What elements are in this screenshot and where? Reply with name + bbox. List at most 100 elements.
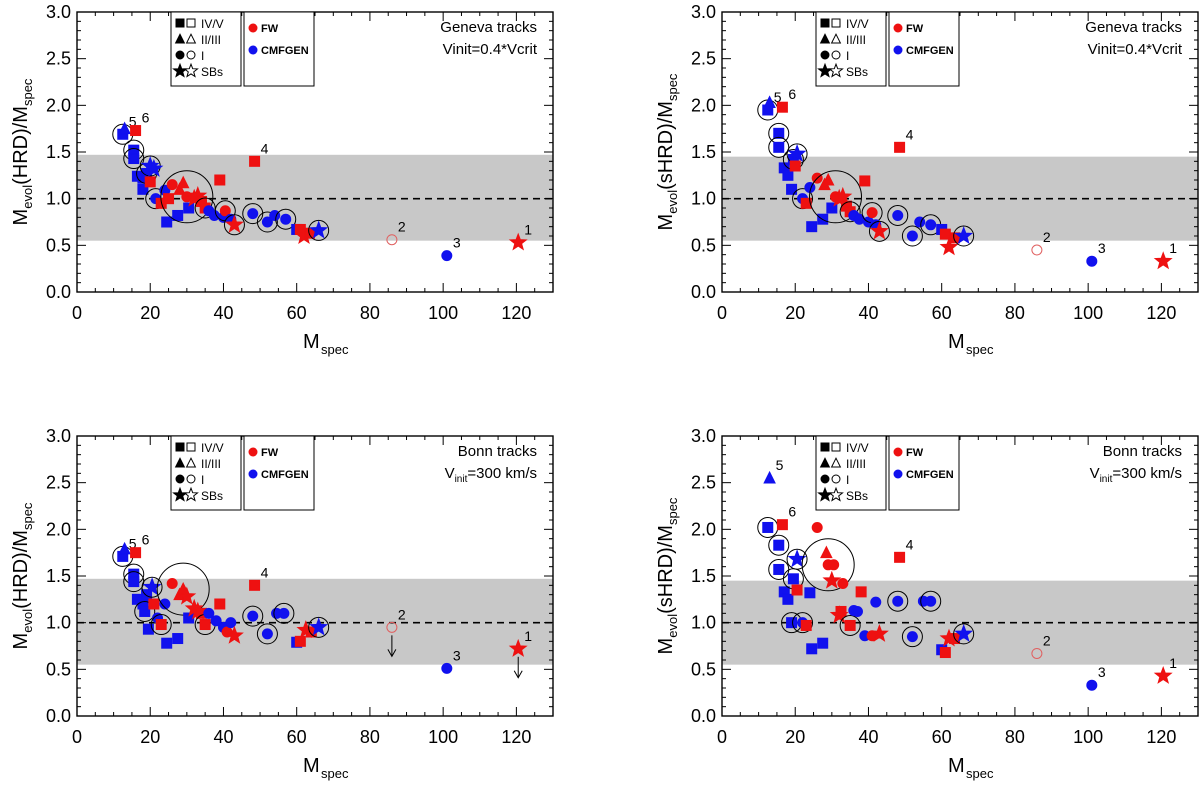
data-point — [821, 172, 835, 186]
data-point — [817, 637, 829, 649]
legend-marker-filled — [819, 33, 831, 44]
x-tick-label: 80 — [1005, 303, 1025, 323]
data-point — [870, 221, 889, 240]
y-tick-label: 2.0 — [691, 95, 716, 115]
y-axis-label: Mevol(HRD)/Mspec — [10, 78, 35, 225]
data-point — [148, 598, 160, 610]
y-tick-label: 0.5 — [691, 235, 716, 255]
data-point — [773, 539, 785, 551]
point-label: 2 — [1043, 632, 1051, 648]
y-axis-label-subscript: evol — [665, 190, 680, 214]
data-point — [294, 635, 306, 647]
y-axis-label: Mevol(sHRD)/Mspec — [655, 73, 680, 230]
legend-label: I — [846, 49, 849, 63]
x-axis-label: M — [303, 755, 320, 777]
upper-limit-arrowhead — [387, 649, 397, 658]
point-big-ring — [160, 170, 214, 224]
velocity-annotation-main: V — [445, 465, 455, 482]
y-tick-label: 1.0 — [691, 189, 716, 209]
y-axis-label-part: M — [655, 214, 677, 231]
point-label: 1 — [1169, 240, 1177, 256]
chart-panel-3: 5 6 4 2 3 1 0 20 40 60 80 100 120 0.0 0.5 1.0 1.5 2.0 2.5 3… — [10, 426, 554, 781]
data-point — [118, 121, 131, 135]
y-tick-label: 0.0 — [691, 706, 716, 726]
data-point — [894, 551, 906, 563]
legend-marker-open — [185, 33, 197, 44]
legend-source-label: FW — [261, 447, 279, 459]
legend-marker-open — [186, 18, 196, 28]
legend-marker-filled — [819, 457, 831, 468]
point-ring — [887, 590, 909, 612]
velocity-annotation-sub: init — [1100, 474, 1113, 485]
point-label: 3 — [453, 647, 461, 663]
legend-label: SBs — [846, 65, 868, 79]
legend-source-marker — [893, 469, 903, 479]
data-point — [172, 209, 184, 221]
data-point — [386, 234, 398, 246]
data-point — [925, 595, 937, 607]
data-point — [851, 605, 863, 617]
y-tick-label: 2.5 — [46, 473, 71, 493]
x-tick-label: 100 — [428, 727, 458, 747]
legend-label: SBs — [201, 65, 223, 79]
point-ring — [256, 211, 278, 233]
data-point — [806, 221, 818, 233]
legend-marker-filled — [175, 18, 185, 28]
data-point — [786, 183, 798, 195]
data-point — [870, 623, 889, 642]
legend-label: II/III — [201, 33, 221, 47]
y-axis-label: Mevol(HRD)/Mspec — [10, 502, 35, 649]
data-point — [225, 625, 244, 644]
y-axis-label-part: (HRD)/M — [10, 530, 32, 609]
data-point — [214, 174, 226, 186]
data-point — [508, 638, 528, 657]
legend-marker-open — [830, 457, 842, 468]
data-point — [773, 127, 785, 139]
y-tick-label: 3.0 — [46, 2, 71, 22]
data-point — [763, 470, 776, 484]
legend-source-marker — [893, 23, 903, 33]
data-point — [954, 623, 974, 642]
point-label: 2 — [1043, 229, 1051, 245]
point-label: 3 — [453, 235, 461, 251]
data-point — [894, 141, 906, 153]
point-label: 6 — [788, 86, 796, 102]
data-point — [789, 160, 801, 172]
upper-limit-arrowhead — [513, 670, 523, 679]
data-point — [1153, 251, 1173, 270]
legend-marker-filled — [175, 474, 185, 484]
velocity-annotation: Vinit=0.4*Vcrit — [443, 41, 538, 58]
legend-marker-open — [183, 486, 199, 502]
data-point — [128, 576, 140, 588]
point-label: 2 — [398, 219, 406, 235]
data-point — [137, 183, 149, 195]
data-point — [855, 586, 867, 598]
point-label: 4 — [906, 126, 914, 142]
velocity-annotation-main: V — [1090, 465, 1100, 482]
x-axis-label-sub: spec — [321, 766, 349, 781]
x-tick-label: 80 — [360, 303, 380, 323]
data-point — [249, 155, 261, 167]
data-point — [225, 214, 244, 233]
point-ring — [920, 590, 942, 612]
point-label: 6 — [142, 532, 150, 548]
data-point — [269, 209, 281, 221]
point-label: 1 — [524, 222, 532, 238]
y-axis-label-subscript: evol — [665, 614, 680, 638]
point-ring — [901, 626, 923, 648]
data-point — [800, 197, 812, 209]
legend-marker-open — [828, 486, 844, 502]
data-point — [776, 519, 788, 531]
legend-marker-open — [830, 33, 842, 44]
x-tick-label: 120 — [1146, 303, 1176, 323]
point-ring — [768, 136, 790, 158]
chart-panel-2: 5 6 4 2 3 1 0 20 40 60 80 100 120 0.0 0.5 1.0 1.5 2.0 2.5 3… — [655, 2, 1199, 357]
data-point — [925, 219, 937, 231]
data-point — [210, 615, 222, 627]
point-ring — [141, 576, 163, 598]
y-tick-label: 3.0 — [691, 2, 716, 22]
y-tick-label: 1.0 — [46, 189, 71, 209]
data-point — [247, 208, 259, 220]
y-axis-label-subscript: evol — [20, 609, 35, 633]
y-axis-label-subscript: evol — [20, 185, 35, 209]
